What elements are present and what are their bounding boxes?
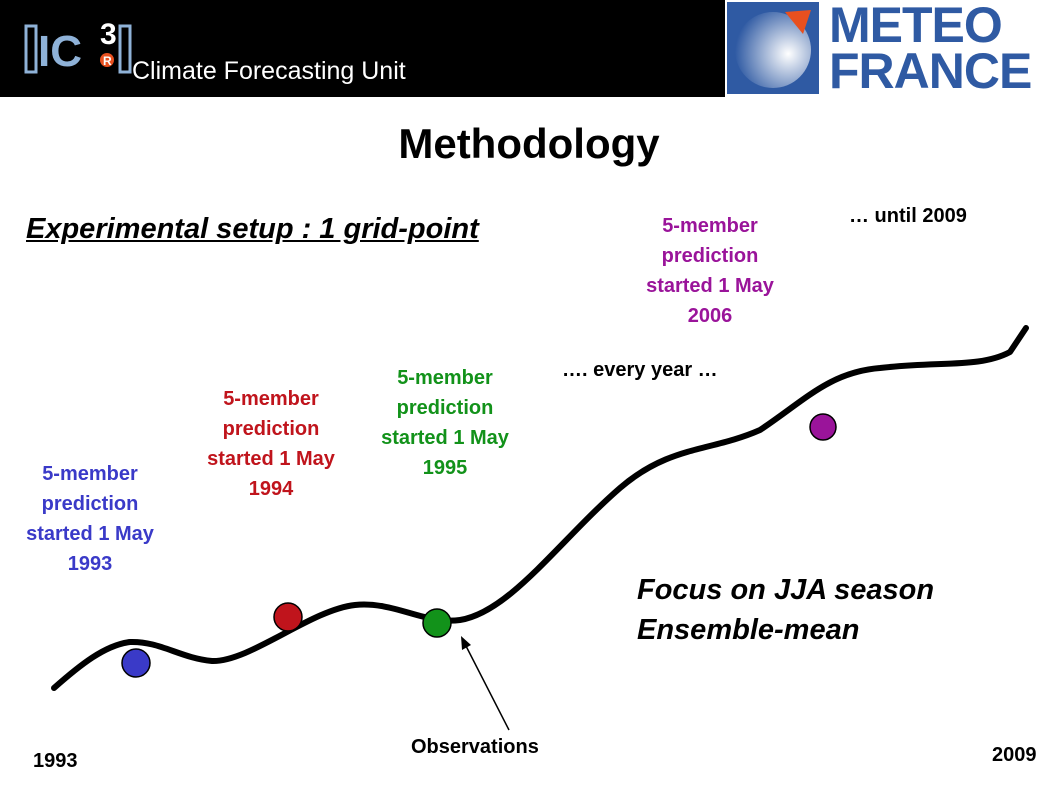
annotation-2006: 5-member prediction started 1 May 2006 (646, 215, 774, 327)
every-year-note: …. every year … (562, 359, 718, 381)
focus-line-1: Focus on JJA season (637, 574, 935, 606)
meteo-france-logo-icon (727, 2, 819, 94)
france-wordmark: FRANCE (829, 43, 1032, 99)
svg-text:R: R (103, 54, 112, 68)
forecast-point-1995 (422, 608, 452, 638)
meteo-wordmark: METEO (829, 0, 1003, 53)
annotation-1994: 5-member prediction started 1 May 1994 (207, 388, 335, 500)
forecast-point-1993 (121, 648, 151, 678)
header-bar: IC 3 R Climate Forecasting Unit (0, 0, 725, 97)
arrow-icon (461, 636, 510, 731)
observations-curve (51, 325, 1029, 691)
meteo-france-logo: METEO FRANCE (725, 0, 1058, 97)
axis-end-label: 2009 (992, 744, 1037, 766)
axis-start-label: 1993 (33, 750, 78, 772)
forecast-point-2006 (809, 413, 837, 441)
ic3-logo-icon: IC 3 R (24, 18, 132, 76)
focus-line-2: Ensemble-mean (637, 614, 860, 646)
until-note: … until 2009 (849, 205, 967, 227)
page-title: Methodology (398, 120, 660, 167)
focus-text: Focus on JJA season Ensemble-mean (637, 570, 934, 650)
annotation-1995: 5-member prediction started 1 May 1995 (381, 367, 509, 479)
annotation-1993: 5-member prediction started 1 May 1993 (26, 463, 154, 575)
unit-label: Climate Forecasting Unit (132, 57, 406, 85)
svg-text:3: 3 (100, 18, 117, 51)
observations-label: Observations (411, 736, 539, 758)
setup-heading: Experimental setup : 1 grid-point (26, 213, 479, 245)
forecast-point-1994 (273, 602, 303, 632)
svg-text:IC: IC (38, 27, 82, 76)
